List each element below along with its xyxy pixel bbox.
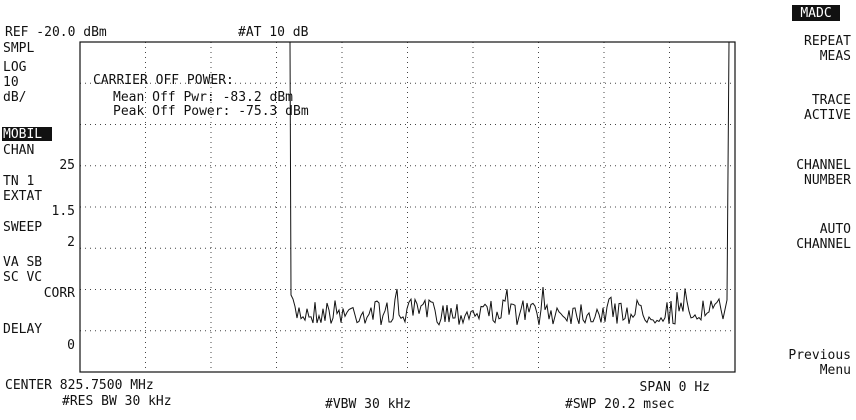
left-annotation: CHAN [3,143,34,158]
span: SPAN 0 Hz [640,380,710,395]
measurement-title: CARRIER OFF POWER: [93,73,234,88]
left-annotation: TN 1 [3,174,34,189]
softkey-label[interactable]: Previous [788,348,851,363]
mode-highlight [2,127,52,141]
left-annotation: 25 [59,158,75,173]
left-annotation: 1.5 [52,204,75,219]
left-annotation: 0 [67,338,75,353]
menu-title: MADC [800,6,831,21]
softkey-label[interactable]: NUMBER [804,173,851,188]
softkey-label[interactable]: ACTIVE [804,108,851,123]
softkey-label[interactable]: MEAS [820,49,851,64]
attenuation: #AT 10 dB [238,25,309,40]
left-annotation: DELAY [3,322,42,337]
sweep-time: #SWP 20.2 msec [565,397,675,412]
left-annotation: MOBIL [3,127,42,142]
left-annotation: 10 [3,75,19,90]
softkey-label[interactable]: REPEAT [804,34,851,49]
res-bw: #RES BW 30 kHz [62,394,172,409]
left-annotation: EXTAT [3,189,42,204]
left-annotation: SWEEP [3,220,42,235]
softkey-label[interactable]: AUTO [820,222,851,237]
left-annotation: VA SB [3,255,42,270]
softkey-label[interactable]: CHANNEL [796,158,851,173]
softkey-label[interactable]: TRACE [812,93,851,108]
softkey-label[interactable]: CHANNEL [796,237,851,252]
left-annotation: SC VC [3,270,42,285]
center-freq: CENTER 825.7500 MHz [5,378,154,393]
left-annotation: 2 [67,235,75,250]
left-annotation: dB/ [3,90,26,105]
measurement-line: Peak Off Power: -75.3 dBm [113,104,309,119]
softkey-label[interactable]: Menu [820,363,851,378]
left-annotation: SMPL [3,41,34,56]
measurement-line: Mean Off Pwr: -83.2 dBm [113,90,293,105]
softkeys: REPEATMEASTRACEACTIVECHANNELNUMBERAUTOCH… [788,34,851,378]
graticule-border [79,41,736,373]
trace [80,41,735,326]
left-annotation: CORR [44,286,75,301]
ref-level: REF -20.0 dBm [5,25,107,40]
vbw: #VBW 30 kHz [325,397,411,412]
left-annotation: LOG [3,60,27,75]
menu-title-highlight [792,5,840,21]
graticule [80,42,735,372]
